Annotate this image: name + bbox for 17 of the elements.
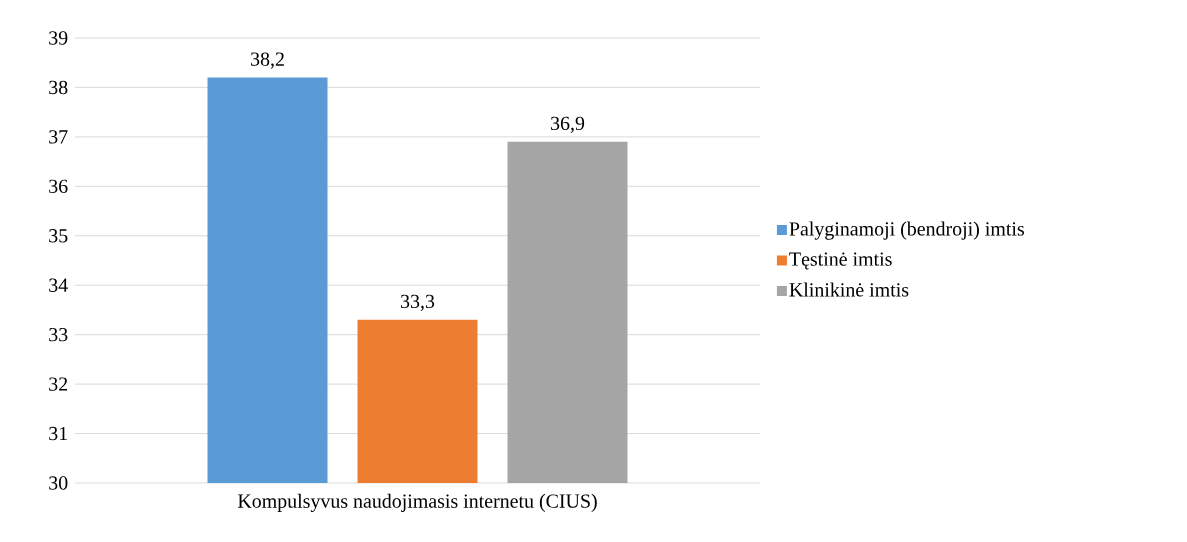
y-tick-label: 35: [49, 229, 68, 243]
data-label: 38,2: [251, 52, 284, 69]
legend-label: Palyginamoji (bendroji) imtis: [789, 221, 1024, 240]
y-tick-label: 30: [49, 476, 68, 490]
x-tick-label: Kompulsyvus naudojimasis internetu (CIUS): [237, 493, 597, 512]
y-tick-label: 39: [49, 31, 68, 45]
y-tick-label: 36: [49, 179, 68, 194]
legend-label: Tęstinė imtis: [789, 252, 892, 270]
data-label: 33,3: [401, 294, 435, 311]
data-label: 36,9: [551, 116, 585, 133]
y-tick-label: 34: [49, 278, 68, 292]
y-tick-label: 38: [49, 80, 68, 95]
y-tick-label: 37: [49, 130, 68, 144]
legend-label: Klinikinė imtis: [789, 282, 909, 297]
y-tick-label: 32: [49, 377, 68, 391]
y-tick-label: 31: [49, 426, 67, 441]
y-tick-label: 33: [49, 327, 68, 342]
